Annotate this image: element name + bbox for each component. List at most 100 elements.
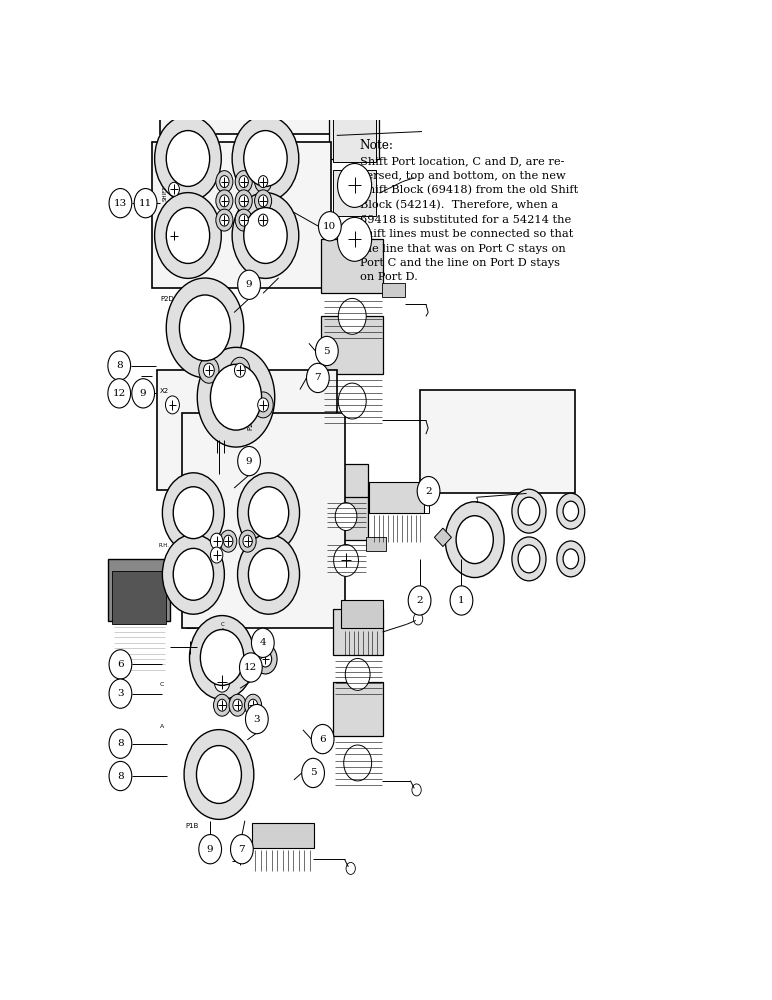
Circle shape [168, 229, 179, 242]
Text: 3: 3 [117, 689, 124, 698]
Circle shape [229, 694, 246, 716]
Circle shape [344, 745, 371, 781]
Circle shape [252, 628, 274, 657]
Circle shape [220, 176, 229, 188]
Circle shape [184, 730, 254, 819]
Circle shape [258, 398, 269, 412]
Circle shape [109, 679, 132, 708]
Text: 6: 6 [320, 735, 326, 744]
Circle shape [259, 176, 268, 188]
Text: 1: 1 [475, 498, 479, 504]
Circle shape [518, 545, 540, 573]
Circle shape [173, 487, 214, 539]
Circle shape [232, 193, 299, 278]
Circle shape [235, 171, 252, 193]
Text: 5: 5 [323, 347, 330, 356]
Circle shape [168, 182, 179, 196]
Circle shape [337, 164, 371, 207]
Circle shape [216, 209, 233, 231]
Circle shape [204, 363, 215, 377]
Circle shape [109, 189, 132, 218]
Bar [325, 497, 367, 540]
Text: 9: 9 [207, 845, 214, 854]
Bar [112, 571, 166, 624]
Text: 7: 7 [239, 845, 245, 854]
Circle shape [166, 208, 210, 263]
Circle shape [255, 171, 272, 193]
Bar [381, 283, 405, 297]
Text: X2: X2 [160, 388, 169, 394]
Bar [333, 170, 375, 216]
Circle shape [165, 396, 179, 414]
Circle shape [346, 862, 355, 874]
Text: 2: 2 [425, 487, 432, 496]
Circle shape [255, 190, 272, 212]
Text: C
A: C A [221, 622, 224, 633]
Circle shape [450, 586, 472, 615]
Text: 8: 8 [117, 772, 124, 781]
Polygon shape [435, 528, 452, 547]
Circle shape [253, 392, 273, 418]
Circle shape [231, 835, 253, 864]
Circle shape [239, 530, 256, 552]
Circle shape [166, 131, 210, 186]
Circle shape [214, 694, 231, 716]
Bar [108, 559, 170, 620]
Circle shape [302, 758, 324, 788]
Circle shape [414, 613, 423, 625]
Text: 8: 8 [117, 739, 124, 748]
Text: SHIFT: SHIFT [162, 185, 168, 201]
Circle shape [220, 530, 237, 552]
Bar [152, 142, 330, 288]
Text: Shift Port location, C and D, are re-
versed, top and bottom, on the new
Shift B: Shift Port location, C and D, are re- ve… [360, 156, 578, 282]
Circle shape [109, 650, 132, 679]
Bar [321, 239, 383, 293]
Circle shape [244, 131, 287, 186]
Circle shape [198, 347, 275, 447]
Text: 9: 9 [140, 389, 147, 398]
Text: P2D: P2D [160, 296, 174, 302]
Circle shape [173, 548, 214, 600]
Circle shape [239, 214, 249, 226]
Circle shape [220, 195, 229, 207]
Text: 5: 5 [310, 768, 317, 777]
Circle shape [211, 364, 262, 430]
Circle shape [162, 473, 225, 553]
Bar [325, 464, 367, 499]
Circle shape [338, 298, 366, 334]
Circle shape [311, 724, 334, 754]
Text: 1: 1 [458, 596, 465, 605]
Circle shape [335, 503, 357, 531]
Text: 11: 11 [139, 199, 152, 208]
Circle shape [109, 761, 132, 791]
Circle shape [306, 363, 329, 393]
Circle shape [408, 586, 431, 615]
Circle shape [199, 835, 222, 864]
Text: 9: 9 [245, 457, 252, 466]
Circle shape [166, 278, 244, 378]
Circle shape [259, 651, 272, 667]
Circle shape [512, 537, 546, 581]
Circle shape [224, 535, 233, 547]
Text: 12: 12 [113, 389, 126, 398]
Bar [369, 482, 424, 513]
Circle shape [243, 535, 252, 547]
Bar [160, 0, 337, 134]
Circle shape [337, 217, 371, 261]
Text: 7: 7 [314, 373, 321, 382]
Circle shape [254, 644, 277, 674]
Text: A: A [160, 724, 164, 729]
Bar [252, 823, 313, 848]
Circle shape [235, 190, 252, 212]
Circle shape [238, 446, 260, 476]
Circle shape [232, 116, 299, 201]
Bar [321, 316, 383, 374]
Text: S3: S3 [529, 561, 536, 566]
Circle shape [109, 729, 132, 758]
Circle shape [244, 208, 287, 263]
Text: Note:: Note: [360, 139, 394, 152]
Circle shape [334, 544, 358, 576]
Circle shape [345, 658, 370, 690]
Circle shape [456, 516, 493, 564]
Circle shape [563, 501, 578, 521]
